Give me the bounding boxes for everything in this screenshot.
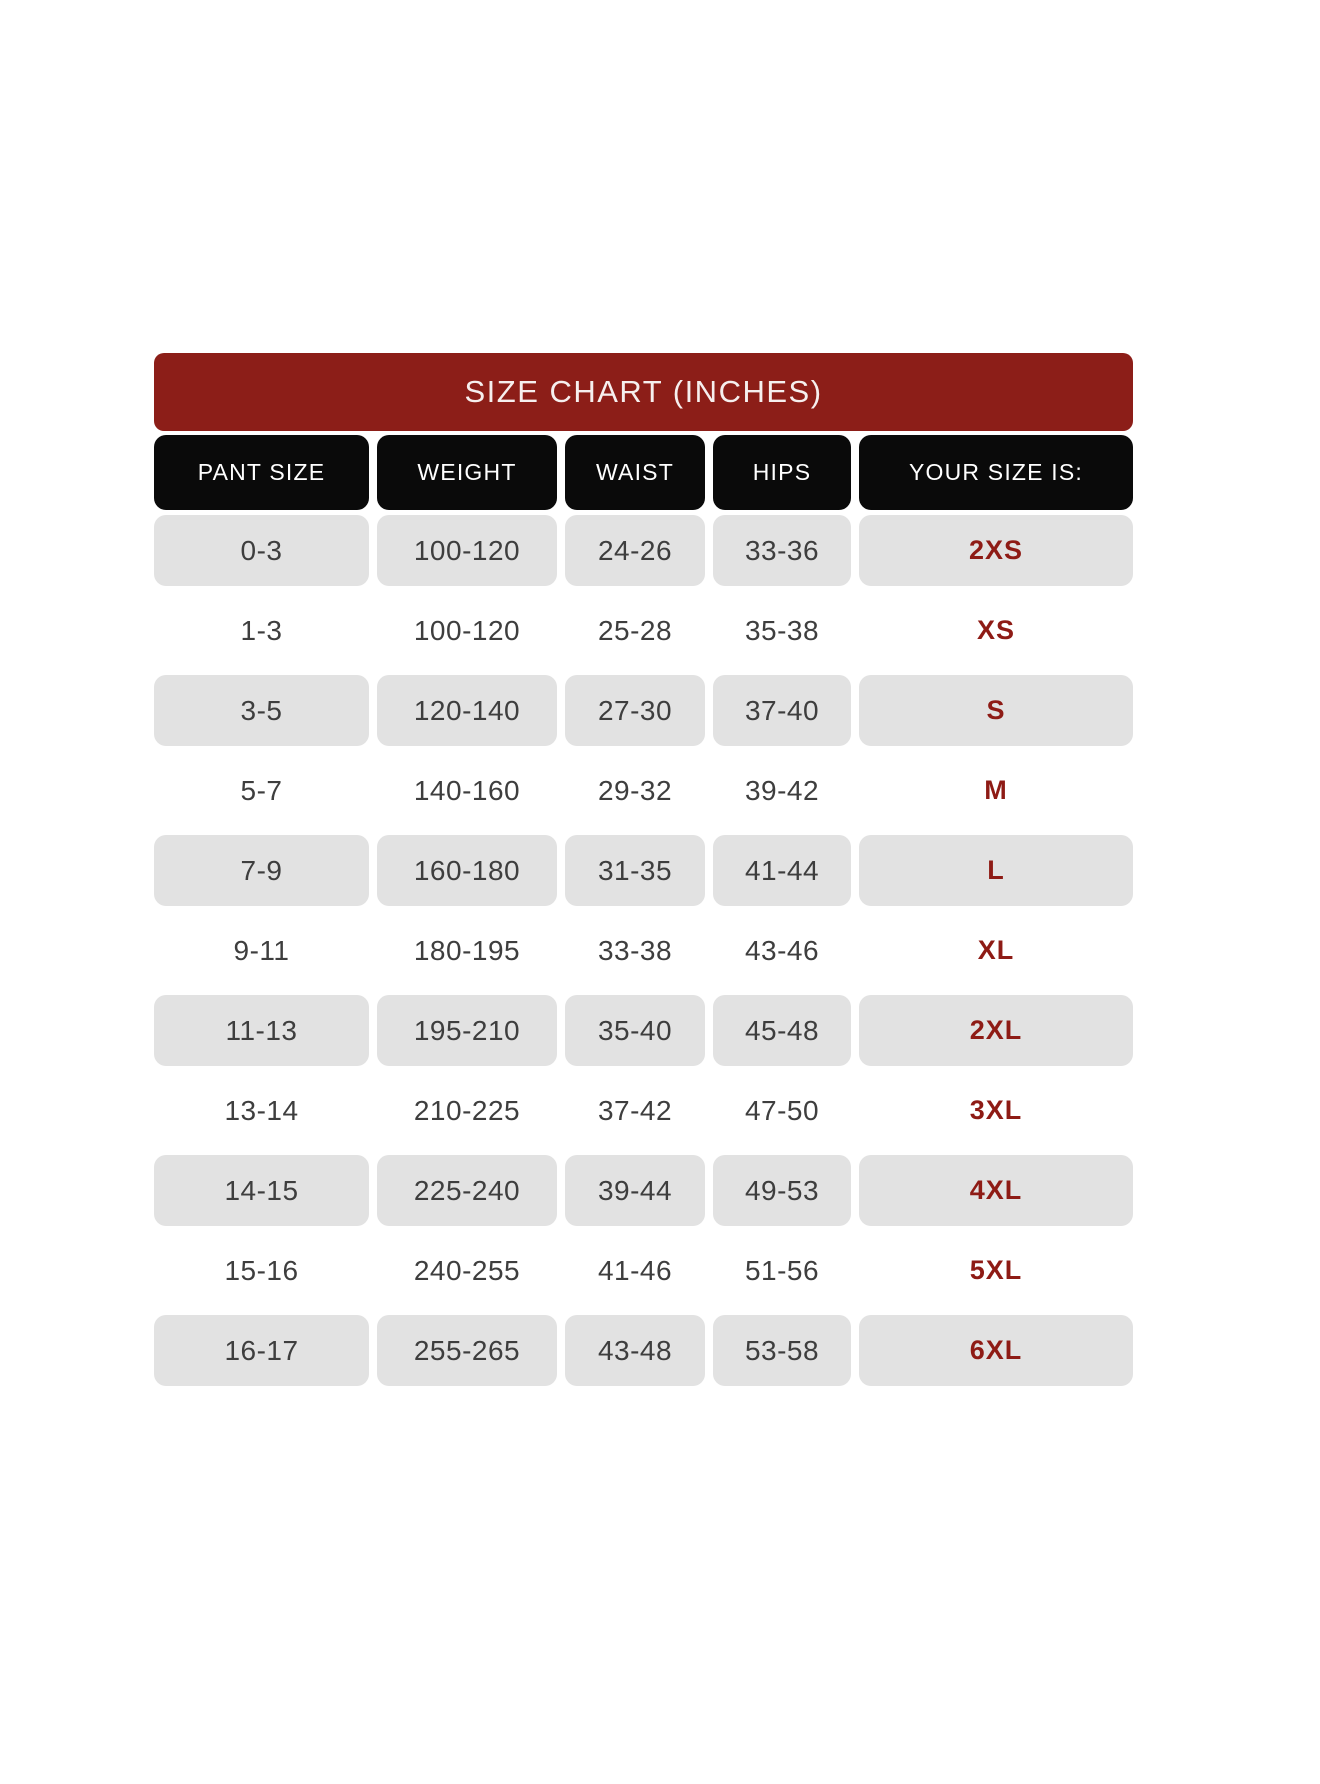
- table-row: 9-11 180-195 33-38 43-46 XL: [154, 915, 1133, 986]
- header-cell-weight: WEIGHT: [377, 435, 557, 510]
- data-cell-waist: 33-38: [597, 934, 673, 966]
- size-chart-banner: SIZE CHART (INCHES): [154, 353, 1133, 431]
- your-size-cell: L: [859, 835, 1133, 906]
- your-size-cell: 4XL: [859, 1155, 1133, 1226]
- data-cell-waist: 41-46: [597, 1254, 673, 1286]
- table-row: 5-7 140-160 29-32 39-42 M: [154, 755, 1133, 826]
- data-cell-hips: 47-50: [744, 1094, 820, 1126]
- table-body: 0-3 100-120 24-26 33-36 2XS 1-3 100-120 25-28 35…: [154, 515, 1133, 1386]
- data-cell-weight: 120-140: [377, 675, 557, 746]
- data-cell-weight: 100-120: [377, 515, 557, 586]
- header-cell-waist: WAIST: [565, 435, 705, 510]
- data-cell-hips: 39-42: [744, 774, 820, 806]
- data-cell-pant-size: 3-5: [154, 675, 369, 746]
- header-cell-pant-size: PANT SIZE: [154, 435, 369, 510]
- header-cell-your-size-is: YOUR SIZE IS:: [859, 435, 1133, 510]
- your-size-cell: M: [984, 775, 1008, 805]
- data-cell-hips: 51-56: [744, 1254, 820, 1286]
- header-cell-hips: HIPS: [713, 435, 851, 510]
- data-cell-hips: 53-58: [713, 1315, 851, 1386]
- table-row: 15-16 240-255 41-46 51-56 5XL: [154, 1235, 1133, 1306]
- data-cell-waist: 29-32: [597, 774, 673, 806]
- data-cell-weight: 160-180: [377, 835, 557, 906]
- data-cell-pant-size: 5-7: [240, 774, 283, 806]
- your-size-cell: 5XL: [969, 1255, 1023, 1285]
- table-row: 1-3 100-120 25-28 35-38 XS: [154, 595, 1133, 666]
- data-cell-weight: 100-120: [413, 614, 521, 646]
- your-size-cell: XL: [977, 935, 1015, 965]
- your-size-cell: XS: [976, 615, 1016, 645]
- data-cell-waist: 27-30: [565, 675, 705, 746]
- data-cell-hips: 37-40: [713, 675, 851, 746]
- data-cell-hips: 35-38: [744, 614, 820, 646]
- data-cell-waist: 37-42: [597, 1094, 673, 1126]
- data-cell-pant-size: 15-16: [224, 1254, 299, 1286]
- your-size-cell: 3XL: [969, 1095, 1023, 1125]
- your-size-cell: 6XL: [859, 1315, 1133, 1386]
- data-cell-weight: 140-160: [413, 774, 521, 806]
- data-cell-waist: 43-48: [565, 1315, 705, 1386]
- table-row: 13-14 210-225 37-42 47-50 3XL: [154, 1075, 1133, 1146]
- data-cell-pant-size: 9-11: [233, 934, 290, 966]
- data-cell-hips: 49-53: [713, 1155, 851, 1226]
- data-cell-hips: 41-44: [713, 835, 851, 906]
- data-cell-waist: 25-28: [597, 614, 673, 646]
- data-cell-weight: 210-225: [413, 1094, 521, 1126]
- data-cell-pant-size: 13-14: [224, 1094, 299, 1126]
- size-chart: SIZE CHART (INCHES) PANT SIZE WEIGHT WAIST…: [154, 353, 1133, 1395]
- table-row: 14-15 225-240 39-44 49-53 4XL: [154, 1155, 1133, 1226]
- data-cell-weight: 255-265: [377, 1315, 557, 1386]
- data-cell-hips: 33-36: [713, 515, 851, 586]
- data-cell-weight: 180-195: [413, 934, 521, 966]
- data-cell-pant-size: 16-17: [154, 1315, 369, 1386]
- table-row: 0-3 100-120 24-26 33-36 2XS: [154, 515, 1133, 586]
- data-cell-pant-size: 14-15: [154, 1155, 369, 1226]
- table-header-row: PANT SIZE WEIGHT WAIST HIPS YOUR SIZE IS:: [154, 435, 1133, 510]
- table-row: 11-13 195-210 35-40 45-48 2XL: [154, 995, 1133, 1066]
- data-cell-waist: 39-44: [565, 1155, 705, 1226]
- data-cell-weight: 195-210: [377, 995, 557, 1066]
- data-cell-pant-size: 11-13: [154, 995, 369, 1066]
- data-cell-pant-size: 0-3: [154, 515, 369, 586]
- your-size-cell: 2XL: [859, 995, 1133, 1066]
- data-cell-weight: 225-240: [377, 1155, 557, 1226]
- data-cell-pant-size: 7-9: [154, 835, 369, 906]
- data-cell-weight: 240-255: [413, 1254, 521, 1286]
- your-size-cell: S: [859, 675, 1133, 746]
- table-row: 7-9 160-180 31-35 41-44 L: [154, 835, 1133, 906]
- data-cell-hips: 43-46: [744, 934, 820, 966]
- data-cell-pant-size: 1-3: [240, 614, 283, 646]
- size-chart-title: SIZE CHART (INCHES): [464, 374, 823, 409]
- table-row: 3-5 120-140 27-30 37-40 S: [154, 675, 1133, 746]
- your-size-cell: 2XS: [859, 515, 1133, 586]
- data-cell-waist: 35-40: [565, 995, 705, 1066]
- table-row: 16-17 255-265 43-48 53-58 6XL: [154, 1315, 1133, 1386]
- data-cell-hips: 45-48: [713, 995, 851, 1066]
- data-cell-waist: 24-26: [565, 515, 705, 586]
- data-cell-waist: 31-35: [565, 835, 705, 906]
